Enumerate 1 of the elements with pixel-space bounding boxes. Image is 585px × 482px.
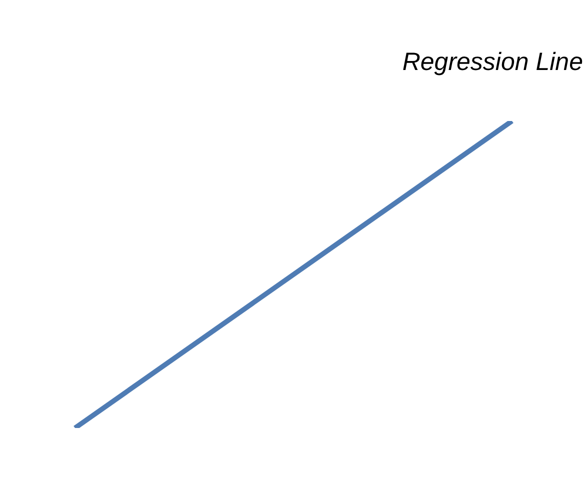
chart-title: Regression Line — [402, 48, 583, 77]
